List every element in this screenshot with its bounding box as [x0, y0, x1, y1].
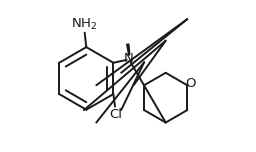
- Text: Cl: Cl: [109, 108, 122, 121]
- Text: O: O: [186, 77, 196, 90]
- Text: N: N: [124, 52, 133, 65]
- Text: NH$_2$: NH$_2$: [71, 17, 97, 32]
